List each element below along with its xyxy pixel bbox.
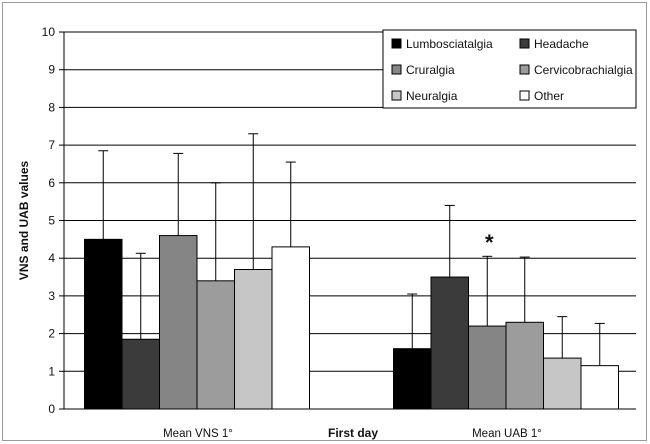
legend-label-cruralgia: Cruralgia bbox=[406, 63, 455, 77]
bar-lumbosciatalgia bbox=[84, 238, 123, 410]
y-tick-label: 2 bbox=[48, 327, 55, 341]
significance-marker: * bbox=[485, 230, 494, 255]
legend-swatch-cervicobrachialgia bbox=[519, 64, 530, 75]
category-label: Mean UAB 1° bbox=[472, 428, 542, 440]
y-tick-label: 8 bbox=[48, 100, 55, 114]
y-tick-label: 9 bbox=[48, 63, 55, 77]
y-tick-label: 6 bbox=[48, 176, 55, 190]
y-tick-label: 1 bbox=[48, 364, 55, 378]
legend-label-neuralgia: Neuralgia bbox=[406, 89, 458, 103]
legend-label-headache: Headache bbox=[534, 37, 589, 51]
bar-other bbox=[580, 365, 619, 410]
bar-cruralgia bbox=[468, 325, 507, 410]
y-tick-label: 0 bbox=[48, 402, 55, 416]
bar-neuralgia bbox=[543, 357, 582, 410]
legend-swatch-lumbosciatalgia bbox=[391, 38, 402, 49]
y-tick-label: 7 bbox=[48, 138, 55, 152]
legend-label-other: Other bbox=[534, 89, 564, 103]
bar-cervicobrachialgia bbox=[505, 321, 544, 410]
bar-other bbox=[271, 246, 310, 410]
legend-swatch-neuralgia bbox=[391, 90, 402, 101]
legend-box bbox=[382, 29, 637, 109]
category-label: Mean VNS 1° bbox=[163, 428, 233, 440]
bar-neuralgia bbox=[234, 269, 273, 410]
legend-swatch-headache bbox=[519, 38, 530, 49]
bar-cruralgia bbox=[159, 235, 198, 410]
y-axis-ticks: 0 1 2 3 4 5 6 7 8 9 10 bbox=[42, 25, 64, 416]
y-axis-title: VNS and UAB values bbox=[17, 160, 31, 280]
bar-headache bbox=[430, 276, 469, 410]
legend-label-lumbosciatalgia: Lumbosciatalgia bbox=[406, 37, 493, 51]
bar-headache bbox=[121, 338, 160, 410]
legend: Lumbosciatalgia Headache Cruralgia Cervicob… bbox=[382, 29, 637, 109]
y-tick-label: 5 bbox=[48, 214, 55, 228]
legend-swatch-other bbox=[519, 90, 530, 101]
error-bars bbox=[98, 133, 605, 366]
legend-label-cervicobrachialgia: Cervicobrachialgia bbox=[534, 63, 633, 77]
x-axis-categories: Mean VNS 1° Mean UAB 1° bbox=[163, 428, 542, 440]
bar-lumbosciatalgia bbox=[393, 348, 432, 410]
annotations: * bbox=[485, 230, 494, 255]
legend-swatch-cruralgia bbox=[391, 64, 402, 75]
y-tick-label: 3 bbox=[48, 289, 55, 303]
bars bbox=[84, 235, 619, 410]
y-tick-label: 10 bbox=[42, 25, 56, 39]
bar-cervicobrachialgia bbox=[196, 280, 235, 410]
x-axis-title: First day bbox=[328, 426, 378, 440]
y-tick-label: 4 bbox=[48, 251, 55, 265]
